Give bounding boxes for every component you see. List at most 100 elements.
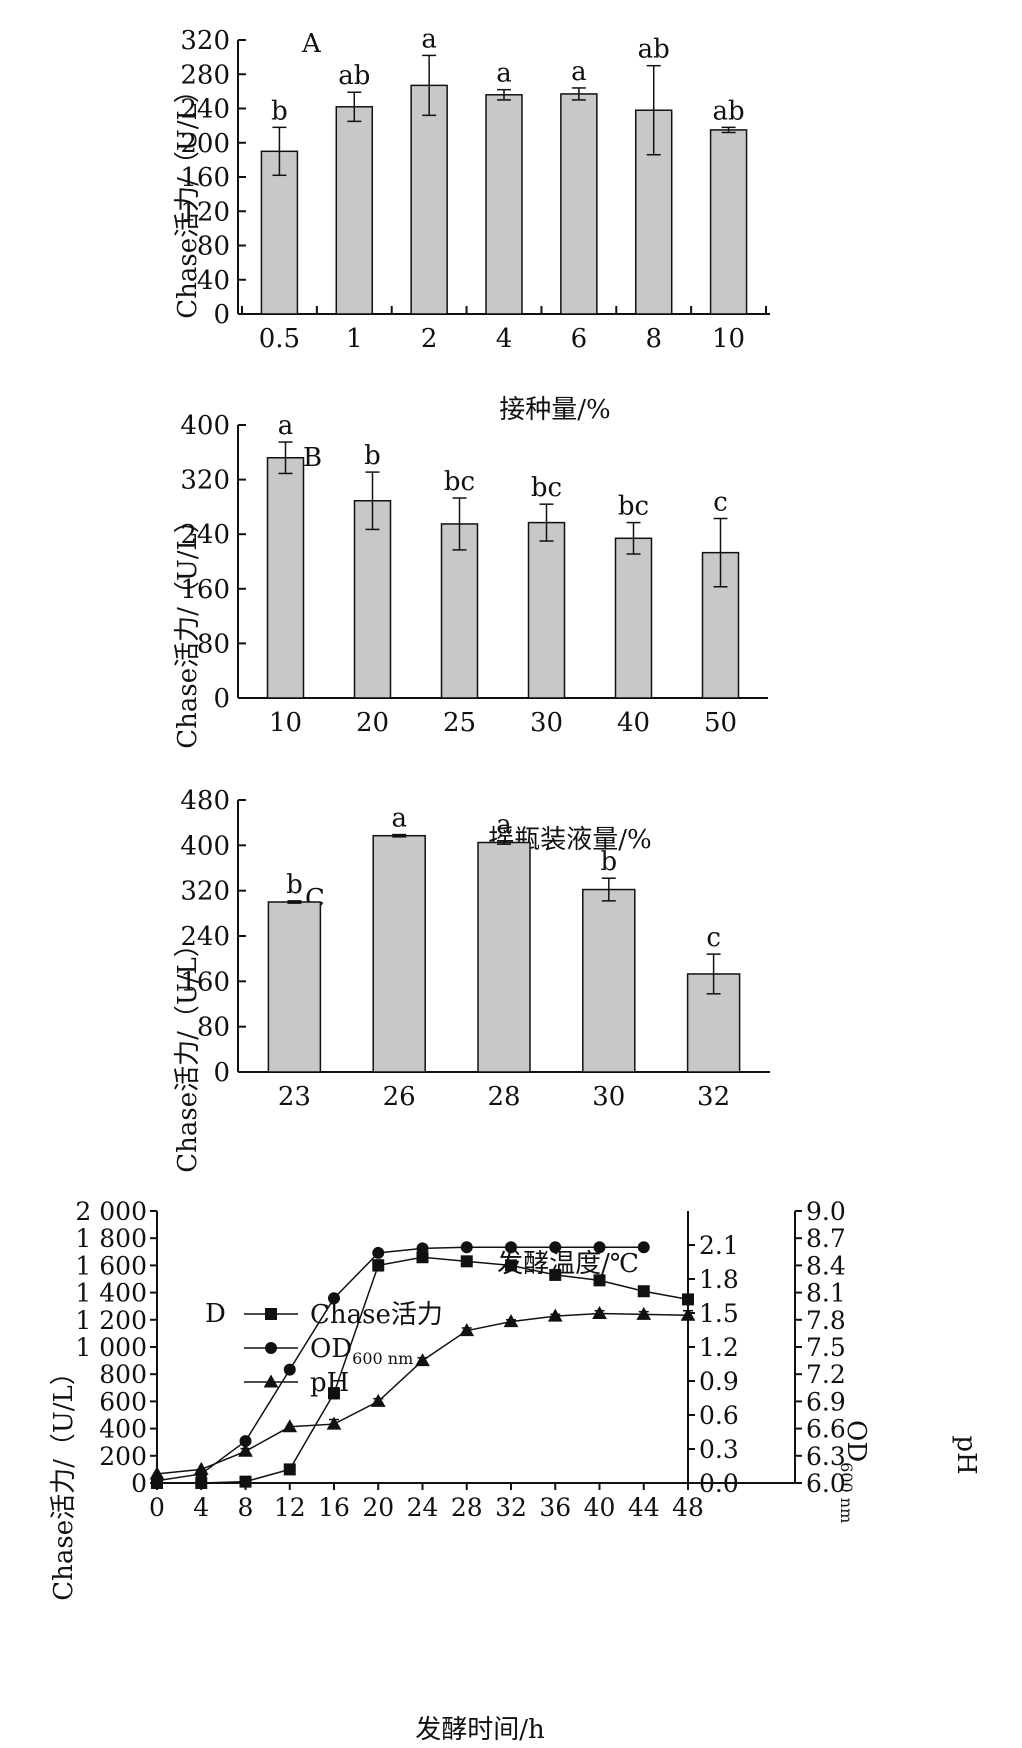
panel-b-bar-4 xyxy=(614,537,653,699)
panel-a-bar-4 xyxy=(560,93,598,315)
panel-a-ytick-label-3: 120 xyxy=(180,197,230,227)
panel-c-sig-letter-2: a xyxy=(496,810,512,840)
panel-d-xtick-label-0: 0 xyxy=(149,1493,165,1522)
panel-b-xtick-label-3: 30 xyxy=(530,708,563,738)
panel-d-ytick-label-4: 800 xyxy=(99,1360,147,1389)
panel-d-y2tick-label-4: 1.2 xyxy=(699,1333,739,1362)
panel-d-xtick-label-9: 36 xyxy=(539,1493,571,1522)
panel-b-sig-letter-5: c xyxy=(713,488,728,518)
panel-d-ylabel: Chase活力/（U/L） xyxy=(49,1359,79,1601)
panel-b-ylabel: Chase活力/（U/L） xyxy=(173,507,203,749)
panel-b-ytick-label-5: 400 xyxy=(180,411,230,441)
panel-d-od-point-4 xyxy=(328,1292,340,1305)
panel-d-xtick-label-12: 48 xyxy=(672,1493,704,1522)
panel-c-xtick-label-4: 32 xyxy=(697,1082,730,1112)
panel-a-ytick-label-0: 0 xyxy=(213,300,230,330)
panel-d-chase-point-2 xyxy=(239,1475,252,1488)
panel-a-ytick-label-6: 240 xyxy=(180,95,230,125)
panel-a-sig-letter-1: ab xyxy=(338,61,370,91)
panel-d-od-point-7 xyxy=(460,1241,473,1254)
panel-c-bar-0 xyxy=(267,901,322,1073)
panel-a-ytick-label-1: 40 xyxy=(197,266,230,296)
panel-d-od-point-5 xyxy=(372,1246,385,1259)
panel-d-ph-point-10 xyxy=(592,1305,607,1319)
panel-d-od-point-6 xyxy=(416,1242,429,1255)
panel-a-sig-letter-3: a xyxy=(496,59,512,89)
panel-b-ytick-label-0: 0 xyxy=(213,684,230,714)
panel-a-sig-letter-6: ab xyxy=(712,96,744,126)
panel-d-legend-od-name: OD xyxy=(310,1334,352,1364)
panel-d-ph-point-4 xyxy=(326,1416,342,1430)
panel-c-sig-letter-4: c xyxy=(706,923,721,953)
panel-a-bar-6 xyxy=(709,129,748,315)
panel-b-ytick-label-4: 320 xyxy=(180,466,230,496)
panel-d-y2label: OD600 nm xyxy=(837,1420,871,1523)
panel-d-legend-chase-name: Chase活力 xyxy=(310,1300,443,1330)
panel-d-ph-point-1 xyxy=(193,1461,209,1475)
panel-a-bar-0 xyxy=(260,150,299,315)
panel-a-bar-chart: A Chase活力/（U/L） 接种量/% 0 40 80 120 160 200 240 2… xyxy=(173,24,770,425)
panel-a-xlabel: 接种量/% xyxy=(499,395,610,425)
panel-c-sig-letter-1: a xyxy=(391,804,407,834)
panel-c-bar-2 xyxy=(477,841,531,1073)
panel-d-xtick-label-6: 24 xyxy=(407,1493,439,1522)
panel-d-ph-point-0 xyxy=(149,1466,165,1480)
panel-d-y3tick-label-4: 7.2 xyxy=(806,1360,846,1389)
panel-d-y2tick-label-2: 0.6 xyxy=(699,1401,739,1430)
panel-d-y2label-main: OD xyxy=(841,1420,871,1462)
panel-d-chase-point-11 xyxy=(637,1285,650,1298)
panel-d-ph-point-5 xyxy=(370,1393,386,1407)
panel-a-sig-letter-4: a xyxy=(571,57,587,87)
panel-d-y2tick-label-7: 2.1 xyxy=(699,1231,739,1260)
panel-d-xtick-label-11: 44 xyxy=(628,1493,660,1522)
panel-b-label: B xyxy=(303,443,322,473)
panel-d-y3tick-label-2: 6.6 xyxy=(806,1415,846,1444)
panel-c-sig-letter-0: b xyxy=(286,870,303,900)
panel-d-legend-od-label: OD600 nm xyxy=(310,1334,413,1368)
panel-d-y2tick-label-5: 1.5 xyxy=(699,1299,739,1328)
panel-d-line-chart: D Chase活力/（U/L） 发酵时间/h OD600 nm pH 02004… xyxy=(49,1197,981,1745)
panel-d-xtick-label-2: 8 xyxy=(238,1493,254,1522)
panel-b-xtick-label-2: 25 xyxy=(443,708,476,738)
panel-d-y3tick-label-0: 6.0 xyxy=(806,1469,846,1498)
panel-a-xtick-label-0: 0.5 xyxy=(259,324,300,354)
panel-a-xtick-label-4: 6 xyxy=(571,324,588,354)
panel-d-y3tick-label-9: 8.7 xyxy=(806,1224,846,1253)
panel-b-bar-0 xyxy=(266,457,305,699)
panel-d-ytick-label-6: 1 200 xyxy=(75,1306,147,1335)
panel-d-y3label: pH xyxy=(951,1435,981,1474)
panel-d-ph-point-11 xyxy=(636,1306,652,1320)
panel-c-ytick-label-2: 160 xyxy=(180,967,230,997)
panel-d-xtick-label-8: 32 xyxy=(495,1493,527,1522)
panel-a-bar-2 xyxy=(410,84,448,315)
panel-d-xlabel: 发酵时间/h xyxy=(415,1715,545,1745)
panel-c-ytick-label-4: 320 xyxy=(180,877,230,907)
panel-a-ytick-label-5: 200 xyxy=(180,129,230,159)
panel-d-od-point-10 xyxy=(593,1241,606,1254)
panel-d-chase-point-7 xyxy=(460,1255,473,1268)
panel-d-y2tick-label-3: 0.9 xyxy=(699,1367,739,1396)
panel-d-od-line xyxy=(156,1246,644,1482)
panel-d-ph-point-8 xyxy=(503,1314,519,1328)
panel-d-y3tick-label-5: 7.5 xyxy=(806,1333,846,1362)
panel-d-y2tick-label-6: 1.8 xyxy=(699,1265,739,1294)
panel-a-xtick-label-6: 10 xyxy=(712,324,745,354)
panel-d-ytick-label-0: 0 xyxy=(131,1469,147,1498)
panel-d-legend-chase-marker xyxy=(265,1308,277,1320)
panel-d-xtick-label-1: 4 xyxy=(193,1493,209,1522)
panel-a-xtick-label-3: 4 xyxy=(496,324,513,354)
panel-d-label: D xyxy=(205,1299,226,1329)
panel-d-ph-point-12 xyxy=(680,1307,696,1321)
panel-c-xtick-label-0: 23 xyxy=(278,1082,311,1112)
panel-c-bar-3 xyxy=(582,888,636,1073)
panel-d-od-point-8 xyxy=(505,1241,517,1254)
panel-a-ytick-label-7: 280 xyxy=(180,60,230,90)
panel-d-xtick-label-10: 40 xyxy=(584,1493,616,1522)
panel-d-od-point-11 xyxy=(637,1241,650,1254)
panel-a-xtick-label-1: 1 xyxy=(346,324,363,354)
panel-d-chase-point-4 xyxy=(328,1387,340,1400)
panel-d-y2tick-label-0: 0.0 xyxy=(699,1469,739,1498)
panel-c-ytick-label-6: 480 xyxy=(180,786,230,816)
